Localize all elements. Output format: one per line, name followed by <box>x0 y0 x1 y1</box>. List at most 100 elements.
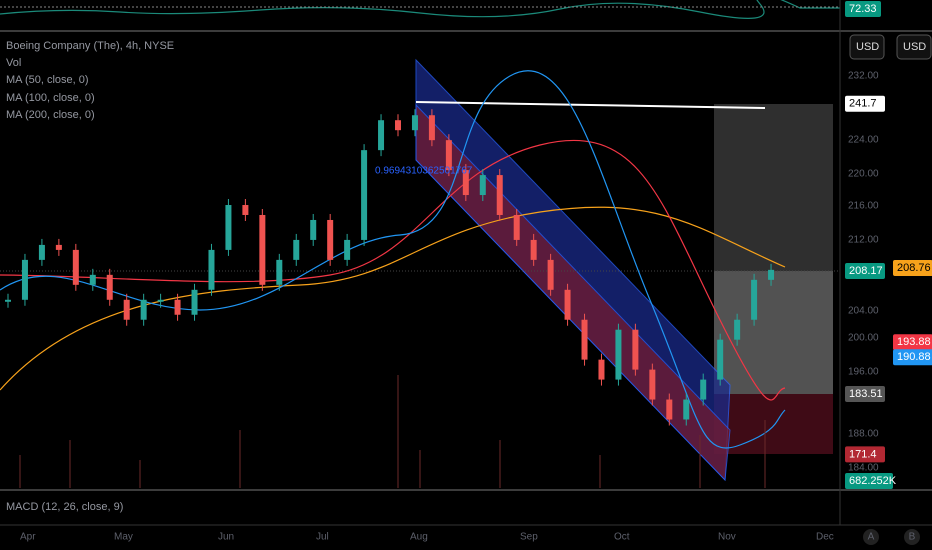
candle-body <box>428 115 435 141</box>
price-tag-label: 190.88 <box>897 351 931 363</box>
price-tick-label: 220.00 <box>848 169 879 180</box>
price-tag-label: 208.76 <box>897 262 931 274</box>
candle-body <box>140 299 147 320</box>
candle-body <box>327 219 334 260</box>
price-tag <box>893 349 932 366</box>
candle-body <box>683 399 690 420</box>
price-tag-label: 193.88 <box>897 336 931 348</box>
currency-label[interactable]: USD <box>856 41 879 53</box>
month-label: Jun <box>218 532 234 543</box>
legend-vol: Vol <box>6 57 21 69</box>
price-tick-label: 184.00 <box>848 463 879 474</box>
candle-body <box>89 274 96 285</box>
candle-body <box>191 289 198 315</box>
month-label: Sep <box>520 532 538 543</box>
candle-body <box>632 329 639 370</box>
trend-line <box>415 101 766 109</box>
candle-body <box>242 205 249 215</box>
candle-body <box>38 244 45 260</box>
axis-button[interactable] <box>904 529 920 545</box>
currency-button[interactable] <box>896 34 932 60</box>
candle-body <box>479 175 486 196</box>
rsi-tag-label: 72.33 <box>849 3 877 15</box>
axis-button-label[interactable]: B <box>909 532 916 543</box>
candles <box>5 109 775 426</box>
price-tag-label: 682.252K <box>849 475 897 487</box>
legend-ma: MA (200, close, 0) <box>6 109 95 121</box>
candle-body <box>5 299 11 302</box>
price-tag <box>845 386 885 402</box>
candle-body <box>361 150 368 240</box>
volume-bars <box>19 375 766 488</box>
target-zone <box>714 104 833 271</box>
candle-body <box>513 214 520 240</box>
price-tick-label: 196.00 <box>848 367 879 378</box>
target-zone <box>714 271 833 394</box>
currency-button[interactable] <box>849 34 885 60</box>
month-label: Nov <box>718 532 736 543</box>
candle-body <box>649 369 656 400</box>
candle-body <box>615 329 622 380</box>
month-label: Dec <box>816 532 834 543</box>
currency-label[interactable]: USD <box>903 41 926 53</box>
candle-body <box>598 359 605 380</box>
price-tag-label: 171.4 <box>849 448 877 460</box>
rsi-tag <box>845 1 881 17</box>
price-tick-label: 200.00 <box>848 333 879 344</box>
price-tag-label: 183.51 <box>849 388 883 400</box>
candle-body <box>564 289 571 320</box>
candle-body <box>751 279 758 320</box>
price-tick-label: 224.00 <box>848 135 879 146</box>
stop-zone <box>714 394 833 454</box>
candle-body <box>530 239 537 260</box>
candle-body <box>21 259 28 300</box>
candle-body <box>768 269 775 280</box>
price-tick-label: 204.00 <box>848 306 879 317</box>
month-label: Jul <box>316 532 329 543</box>
candle-body <box>106 274 113 300</box>
candle-body <box>225 205 232 250</box>
price-tick-label: 216.00 <box>848 201 879 212</box>
axis-button-label[interactable]: A <box>868 532 875 543</box>
price-tag <box>845 473 893 489</box>
price-tag-label: 208.17 <box>849 265 883 277</box>
candle-body <box>700 379 707 400</box>
candle-body <box>123 299 130 320</box>
macd-label: MACD (12, 26, close, 9) <box>6 501 123 513</box>
candle-body <box>259 214 266 285</box>
candle-body <box>581 319 588 360</box>
price-tick-label: 188.00 <box>848 429 879 440</box>
candle-body <box>276 259 283 285</box>
candle-body <box>310 219 317 240</box>
candle-body <box>395 120 401 131</box>
candle-body <box>462 170 469 196</box>
price-tag <box>893 260 932 277</box>
candle-body <box>72 249 79 285</box>
candle-body <box>344 239 351 260</box>
price-tick-label: 232.00 <box>848 71 879 82</box>
ma200-line <box>0 206 786 391</box>
month-label: May <box>114 532 133 543</box>
symbol-label: Boeing Company (The), 4h, NYSE <box>6 40 174 52</box>
candle-body <box>547 259 554 290</box>
candle-body <box>55 244 62 250</box>
candle-body <box>496 175 503 215</box>
price-tag <box>845 95 885 112</box>
ma50-line <box>0 70 786 449</box>
legend-ma: MA (100, close, 0) <box>6 92 95 104</box>
month-label: Apr <box>20 532 36 543</box>
candle-body <box>174 299 181 315</box>
candle-body <box>378 120 385 151</box>
annotation: 0.9694310362501767 <box>375 166 473 177</box>
candle-body <box>666 399 673 420</box>
price-tag-label: 241.7 <box>849 98 877 110</box>
price-tag <box>845 446 885 463</box>
month-label: Aug <box>410 532 428 543</box>
candle-body <box>208 249 215 290</box>
month-label: Oct <box>614 532 630 543</box>
price-tag <box>845 263 885 279</box>
axis-button[interactable] <box>863 529 879 545</box>
candle-body <box>293 239 300 260</box>
price-tag <box>893 334 932 351</box>
